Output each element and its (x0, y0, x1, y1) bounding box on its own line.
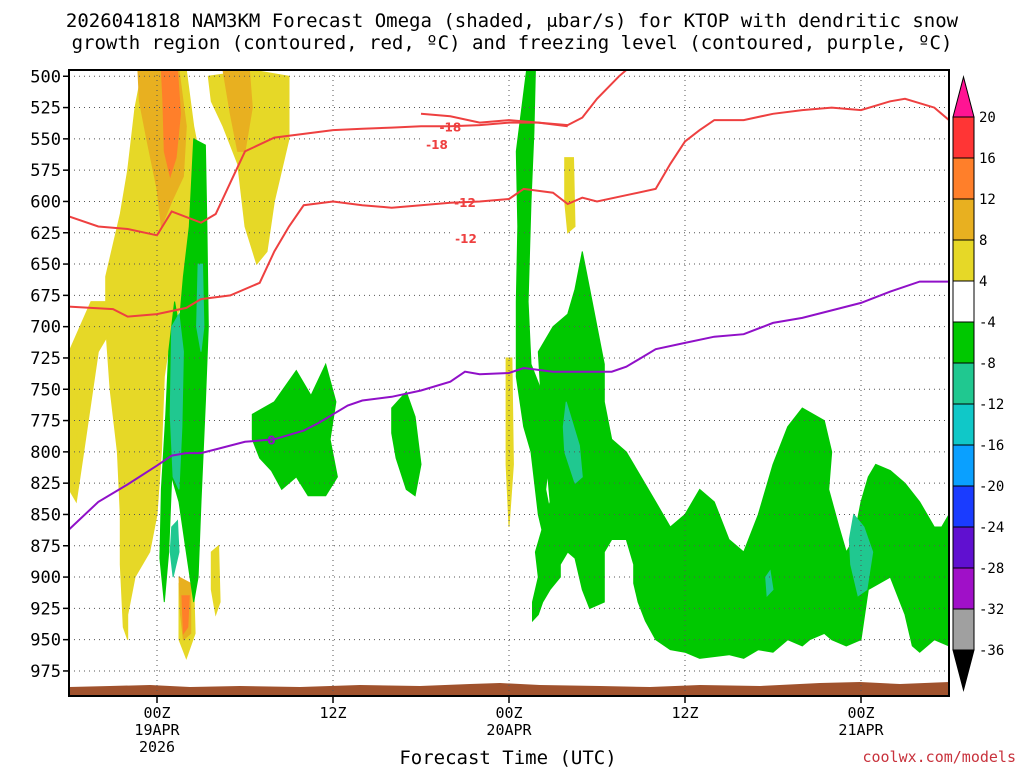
colorbar-box-0 (952, 116, 975, 159)
y-tick-label-725: 725 (30, 349, 61, 369)
y-tick-label-825: 825 (30, 474, 61, 494)
omega-area--8-19 (196, 263, 205, 352)
colorbar-label-1: 16 (979, 151, 996, 167)
omega-area-4-5 (210, 544, 221, 617)
colorbar-box-8 (952, 444, 975, 487)
omega-area-4-6 (505, 357, 514, 528)
y-tick-label-925: 925 (30, 599, 61, 619)
x-tick-label-0-2: 2026 (139, 738, 175, 756)
colorbar-box-12 (952, 608, 975, 651)
x-tick-label-0-0: 00Z (143, 704, 170, 722)
omega-area--4-17 (532, 251, 949, 659)
colorbar-label-13: -36 (979, 643, 1004, 659)
y-tick-label-700: 700 (30, 318, 61, 338)
y-tick-label-575: 575 (30, 161, 61, 181)
y-tick-label-850: 850 (30, 505, 61, 525)
chart-titles: 2026041818 NAM3KM Forecast Omega (shaded… (66, 10, 959, 54)
contour-label--18-low: -18 (439, 120, 461, 134)
y-tick-label-775: 775 (30, 412, 61, 432)
x-tick-label-12-0: 12Z (319, 704, 346, 722)
colorbar-bottom-triangle (952, 649, 975, 692)
colorbar-box-5 (952, 321, 975, 364)
y-tick-label-900: 900 (30, 568, 61, 588)
omega-area--8-23 (169, 519, 180, 578)
contour-label-red-1: -12 (455, 232, 477, 246)
colorbar-top-triangle (952, 75, 975, 118)
contour-label-box-1 (450, 230, 482, 245)
colorbar-label-7: -12 (979, 397, 1004, 413)
colorbar-label-9: -20 (979, 479, 1004, 495)
y-tick-label-975: 975 (30, 662, 61, 682)
surface-terrain-band (69, 682, 949, 696)
contour-label-red-0: -18 (426, 138, 448, 152)
temperature-contour-layer: -18 -12 0 -18 -12 (69, 70, 949, 531)
x-tick-label-36-0: 12Z (671, 704, 698, 722)
contour-label-box-0 (421, 136, 453, 151)
x-tick-label-0-1: 19APR (134, 721, 180, 739)
omega-area-12-11 (160, 70, 182, 179)
y-axis: 500 525 550 575 600 625 650 675 700 725 750 775 800 8… (30, 67, 69, 682)
colorbar-label-5: -4 (979, 315, 996, 331)
colorbar-box-7 (952, 403, 975, 446)
x-tick-label-24-0: 00Z (495, 704, 522, 722)
contour-label--12: -12 (454, 196, 476, 210)
y-tick-label-950: 950 (30, 631, 61, 651)
omega-area-4-7 (564, 157, 576, 234)
colorbar: 20 16 12 8 4 -4 -8 -12 -16 -20 -24 -28 -32 -36 (952, 75, 1004, 692)
colorbar-label-6: -8 (979, 356, 996, 372)
colorbar-label-2: 12 (979, 192, 996, 208)
terrain-layer (69, 682, 949, 696)
contour-label-0: 0 (267, 434, 275, 448)
y-tick-label-550: 550 (30, 130, 61, 150)
y-tick-label-625: 625 (30, 224, 61, 244)
chart-title-line2: growth region (contoured, red, ºC) and f… (72, 32, 953, 54)
colorbar-label-4: 4 (979, 274, 987, 290)
omega-area-12-12 (181, 595, 190, 635)
omega-area-4-3 (207, 70, 290, 266)
colorbar-box-1 (952, 157, 975, 200)
contour-line--12 (69, 97, 949, 318)
y-tick-label-750: 750 (30, 380, 61, 400)
colorbar-label-12: -32 (979, 602, 1004, 618)
colorbar-box-2 (952, 198, 975, 241)
x-tick-label-48-0: 00Z (847, 704, 874, 722)
omega-area--8-22 (765, 569, 774, 597)
y-tick-label-600: 600 (30, 192, 61, 212)
colorbar-label-8: -16 (979, 438, 1004, 454)
x-tick-label-24-1: 20APR (486, 721, 532, 739)
omega-area--4-13 (159, 138, 209, 603)
y-tick-label-875: 875 (30, 537, 61, 557)
colorbar-box-11 (952, 567, 975, 610)
colorbar-box-6 (952, 362, 975, 405)
chart-title-line1: 2026041818 NAM3KM Forecast Omega (shaded… (66, 10, 959, 32)
omega-area--4-15 (391, 390, 422, 497)
grid-layer (69, 70, 949, 696)
colorbar-box-3 (952, 239, 975, 282)
omega-shading-layer (69, 70, 949, 660)
x-tick-label-48-1: 21APR (838, 721, 884, 739)
colorbar-box-9 (952, 485, 975, 528)
colorbar-box-4 (952, 280, 975, 323)
colorbar-box-10 (952, 526, 975, 569)
omega-area-4-0 (105, 70, 202, 640)
omega-area--8-18 (169, 312, 184, 490)
colorbar-label-3: 8 (979, 233, 987, 249)
x-axis-label: Forecast Time (UTC) (399, 747, 616, 768)
contour-line-0 (69, 280, 949, 531)
credit-text: coolwx.com/models (862, 748, 1016, 766)
y-tick-label-650: 650 (30, 255, 61, 275)
y-tick-label-525: 525 (30, 99, 61, 119)
y-tick-label-500: 500 (30, 67, 61, 87)
y-tick-label-800: 800 (30, 443, 61, 463)
colorbar-label-0: 20 (979, 110, 996, 126)
omega-area-4-2 (69, 357, 79, 484)
y-tick-label-675: 675 (30, 286, 61, 306)
omega-area--4-14 (251, 362, 338, 497)
colorbar-label-11: -28 (979, 561, 1004, 577)
contour-line--18-low (69, 121, 568, 237)
colorbar-label-10: -24 (979, 520, 1004, 536)
